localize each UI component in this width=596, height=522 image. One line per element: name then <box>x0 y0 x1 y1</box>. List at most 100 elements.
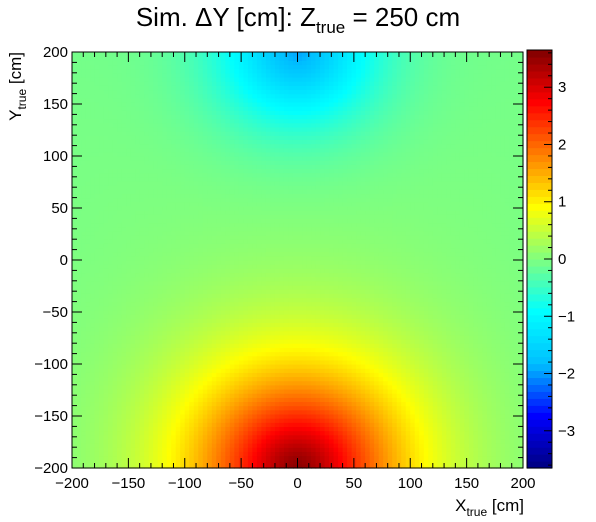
heatmap-cell <box>202 272 208 278</box>
heatmap-cell <box>252 330 258 336</box>
heatmap-cell <box>94 339 100 344</box>
heatmap-cell <box>238 301 244 307</box>
heatmap-cell <box>81 122 87 128</box>
heatmap-cell <box>175 376 181 382</box>
heatmap-cell <box>135 447 141 452</box>
heatmap-cell <box>90 368 96 373</box>
heatmap-cell <box>288 243 294 249</box>
heatmap-cell <box>292 272 299 278</box>
heatmap-cell <box>175 430 181 436</box>
heatmap-cell <box>99 218 105 224</box>
heatmap-cell <box>85 426 91 432</box>
heatmap-cell <box>202 351 208 357</box>
heatmap-cell <box>247 106 253 111</box>
heatmap-cell <box>94 293 100 299</box>
heatmap-cell <box>283 81 290 86</box>
heatmap-cell <box>90 438 96 444</box>
heatmap-cell <box>243 176 249 182</box>
heatmap-cell <box>252 164 258 170</box>
heatmap-cell <box>238 384 244 390</box>
heatmap-cell <box>229 364 235 369</box>
heatmap-cell <box>126 197 132 203</box>
heatmap-cell <box>175 305 181 311</box>
heatmap-cell <box>126 168 132 174</box>
heatmap-cell <box>76 76 82 82</box>
heatmap-cell <box>292 189 299 195</box>
heatmap-cell <box>175 160 181 165</box>
heatmap-cell <box>85 397 91 403</box>
heatmap-cell <box>184 151 190 157</box>
heatmap-cell <box>198 438 204 444</box>
heatmap-cell <box>139 322 145 328</box>
heatmap-cell <box>261 289 267 294</box>
heatmap-cell <box>202 76 208 82</box>
heatmap-cell <box>247 368 253 373</box>
heatmap-cell <box>175 368 181 373</box>
heatmap-cell <box>108 243 114 249</box>
heatmap-cell <box>238 160 244 165</box>
heatmap-cell <box>256 364 263 369</box>
heatmap-cell <box>76 397 82 403</box>
heatmap-cell <box>216 297 222 303</box>
heatmap-cell <box>216 359 222 365</box>
heatmap-cell <box>279 401 285 407</box>
heatmap-cell <box>148 110 154 115</box>
heatmap-cell <box>270 135 276 140</box>
heatmap-cell <box>139 418 145 423</box>
heatmap-cell <box>274 322 281 328</box>
heatmap-cell <box>265 143 272 149</box>
heatmap-cell <box>211 160 217 165</box>
heatmap-cell <box>166 139 172 145</box>
heatmap-cell <box>148 172 154 178</box>
heatmap-cell <box>117 372 123 378</box>
heatmap-cell <box>144 193 150 199</box>
heatmap-cell <box>135 355 141 361</box>
heatmap-cell <box>139 401 145 407</box>
heatmap-cell <box>256 355 263 361</box>
heatmap-cell <box>211 409 217 415</box>
heatmap-cell <box>117 114 123 120</box>
heatmap-cell <box>81 334 87 340</box>
heatmap-cell <box>225 284 231 290</box>
heatmap-cell <box>279 56 285 61</box>
heatmap-cell <box>153 76 159 82</box>
heatmap-cell <box>288 368 294 373</box>
heatmap-cell <box>270 305 276 311</box>
heatmap-cell <box>99 326 105 332</box>
heatmap-cell <box>184 330 190 336</box>
heatmap-cell <box>90 322 96 328</box>
heatmap-cell <box>157 60 163 66</box>
heatmap-cell <box>243 172 249 178</box>
heatmap-cell <box>144 239 150 244</box>
heatmap-cell <box>144 222 150 228</box>
heatmap-cell <box>238 243 244 249</box>
heatmap-cell <box>162 185 168 190</box>
heatmap-cell <box>112 463 118 469</box>
heatmap-cell <box>292 85 299 91</box>
heatmap-cell <box>229 376 235 382</box>
heatmap-cell <box>216 397 222 403</box>
heatmap-cell <box>193 243 199 249</box>
heatmap-cell <box>274 280 281 286</box>
heatmap-cell <box>184 272 190 278</box>
heatmap-cell <box>144 284 150 290</box>
heatmap-cell <box>193 376 199 382</box>
heatmap-cell <box>202 235 208 240</box>
heatmap-cell <box>279 447 285 452</box>
heatmap-cell <box>238 251 244 257</box>
heatmap-cell <box>234 85 240 91</box>
heatmap-cell <box>94 205 100 211</box>
heatmap-cell <box>171 110 177 115</box>
heatmap-cell <box>229 451 235 457</box>
heatmap-cell <box>265 463 272 469</box>
heatmap-cell <box>76 293 82 299</box>
heatmap-cell <box>207 351 213 357</box>
heatmap-cell <box>247 418 253 423</box>
heatmap-cell <box>157 122 163 128</box>
heatmap-cell <box>117 388 123 394</box>
heatmap-cell <box>166 343 172 348</box>
heatmap-cell <box>139 326 145 332</box>
heatmap-cell <box>184 284 190 290</box>
heatmap-cell <box>270 368 276 373</box>
heatmap-cell <box>220 451 226 457</box>
